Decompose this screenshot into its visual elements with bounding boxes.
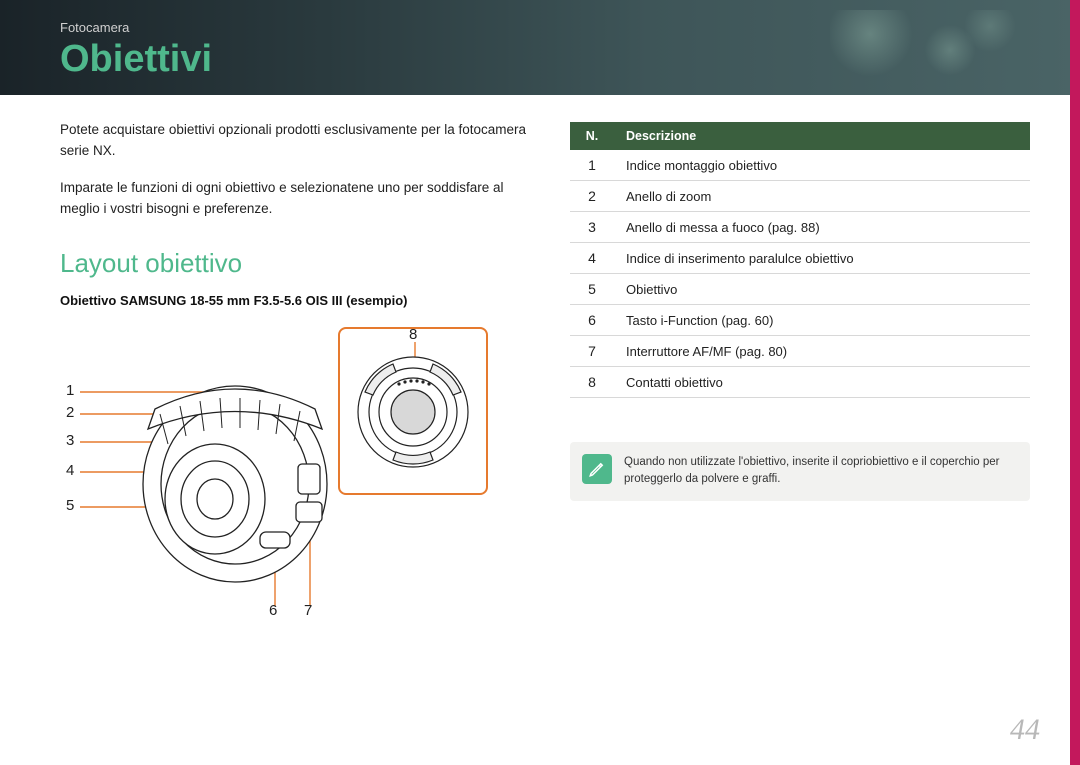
pen-icon xyxy=(582,454,612,484)
page-title: Obiettivi xyxy=(60,38,212,81)
left-column: Potete acquistare obiettivi opzionali pr… xyxy=(60,120,530,614)
diagram-highlight-box xyxy=(338,327,488,495)
col-header-description: Descrizione xyxy=(614,122,1030,150)
example-label: Obiettivo SAMSUNG 18-55 mm F3.5-5.6 OIS … xyxy=(60,293,530,308)
note-box: Quando non utilizzate l'obiettivo, inser… xyxy=(570,442,1030,501)
note-text: Quando non utilizzate l'obiettivo, inser… xyxy=(624,456,1000,485)
table-row: 4Indice di inserimento paralulce obietti… xyxy=(570,243,1030,274)
callout-2: 2 xyxy=(66,404,74,421)
table-row: 5Obiettivo xyxy=(570,274,1030,305)
table-row: 2Anello di zoom xyxy=(570,181,1030,212)
intro-text: Potete acquistare obiettivi opzionali pr… xyxy=(60,120,530,220)
right-column: N. Descrizione 1Indice montaggio obietti… xyxy=(570,122,1030,501)
side-stripe xyxy=(1070,0,1080,765)
page-number: 44 xyxy=(1010,713,1040,747)
callout-6: 6 xyxy=(269,602,277,619)
intro-paragraph-1: Potete acquistare obiettivi opzionali pr… xyxy=(60,120,530,162)
section-heading: Layout obiettivo xyxy=(60,248,530,279)
intro-paragraph-2: Imparate le funzioni di ogni obiettivo e… xyxy=(60,178,530,220)
table-row: 3Anello di messa a fuoco (pag. 88) xyxy=(570,212,1030,243)
callout-3: 3 xyxy=(66,432,74,449)
parts-table: N. Descrizione 1Indice montaggio obietti… xyxy=(570,122,1030,398)
table-header-row: N. Descrizione xyxy=(570,122,1030,150)
table-row: 8Contatti obiettivo xyxy=(570,367,1030,398)
callout-4: 4 xyxy=(66,462,74,479)
table-row: 7Interruttore AF/MF (pag. 80) xyxy=(570,336,1030,367)
table-row: 6Tasto i-Function (pag. 60) xyxy=(570,305,1030,336)
callout-1: 1 xyxy=(66,382,74,399)
callout-5: 5 xyxy=(66,497,74,514)
callout-7: 7 xyxy=(304,602,312,619)
callout-8: 8 xyxy=(409,326,417,343)
table-row: 1Indice montaggio obiettivo xyxy=(570,150,1030,181)
col-header-number: N. xyxy=(570,122,614,150)
breadcrumb: Fotocamera xyxy=(60,20,129,35)
lens-diagram: 1 2 3 4 5 6 7 8 xyxy=(60,314,520,614)
